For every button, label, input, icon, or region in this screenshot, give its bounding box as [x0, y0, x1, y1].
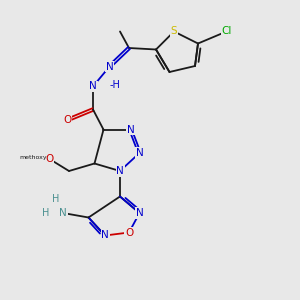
Text: N: N — [127, 124, 134, 135]
Text: N: N — [59, 208, 67, 218]
Text: N: N — [136, 208, 143, 218]
Text: H: H — [42, 208, 49, 218]
Text: methoxy: methoxy — [19, 155, 47, 160]
Text: H: H — [52, 194, 59, 204]
Text: O: O — [45, 154, 54, 164]
Text: N: N — [116, 166, 124, 176]
Text: N: N — [106, 61, 113, 72]
Text: O: O — [63, 115, 72, 125]
Text: Cl: Cl — [221, 26, 232, 37]
Text: N: N — [101, 230, 109, 241]
Text: N: N — [136, 148, 143, 158]
Text: O: O — [125, 227, 133, 238]
Text: N: N — [89, 81, 97, 92]
Text: -H: -H — [110, 80, 120, 90]
Text: S: S — [171, 26, 177, 37]
